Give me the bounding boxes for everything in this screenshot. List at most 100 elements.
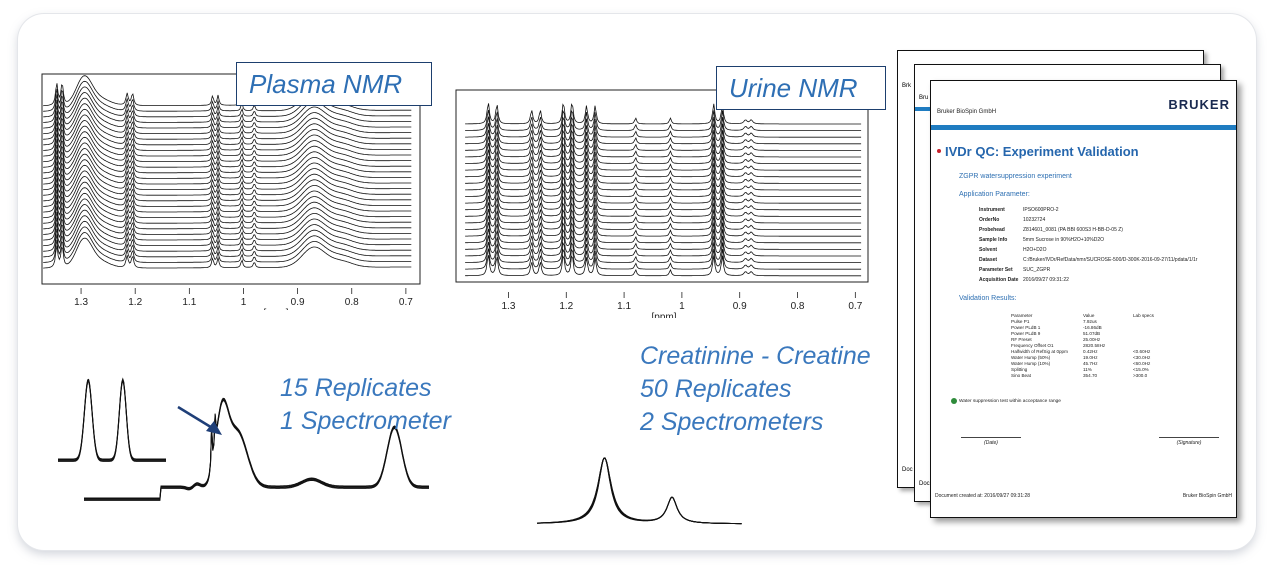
company-header: Bruker BioSpin GmbH [937, 109, 997, 115]
parameter-value: 2016/09/27 09:31:22 [1023, 277, 1069, 283]
parameter-row: Solvent H2O+D2O [979, 245, 1197, 255]
overlay-trace [58, 377, 166, 460]
header-bar [931, 125, 1236, 130]
x-tick-label: 0.9 [291, 297, 305, 308]
spectrum-trace [465, 103, 862, 125]
spectrum-trace [465, 254, 862, 277]
result-cell: 354.70 [1083, 373, 1098, 378]
spectrum-trace [465, 248, 862, 270]
result-row: Sino Beat 354.70 >300.0 [1011, 373, 1173, 379]
result-row: Frequency Offset O1 2820.58Hz [1011, 343, 1173, 349]
qc-report-document: BRUKER Bruker BioSpin GmbH IVDr QC: Expe… [930, 80, 1237, 518]
result-cell: 11% [1083, 367, 1092, 372]
parameter-row: Probehead Z814601_0081 (PA BBI 600S3 H-BB… [979, 225, 1197, 235]
parameter-key: Instrument [979, 207, 1005, 213]
urine-replicates: 50 Replicates [640, 375, 792, 403]
urine-spectra-plot: 1.3 1.2 1.1 1 0.9 0.8 0.7 [ppm] [455, 89, 869, 318]
spectrum-trace [465, 109, 862, 131]
overlay-trace [58, 379, 166, 462]
result-cell: Lab specs [1133, 313, 1154, 318]
spectrum-trace [43, 209, 412, 241]
result-header-row: Parameter Value Lab specs [1011, 313, 1173, 319]
result-cell: >300.0 [1133, 373, 1148, 378]
creatinine-overlay-spectrum [536, 457, 742, 525]
parameter-row: Acquisition Date 2016/09/27 09:31:22 [979, 275, 1197, 285]
result-cell: Pulse P1 [1011, 319, 1030, 324]
spectrum-trace [43, 237, 412, 269]
result-cell: <0.60Hz [1133, 349, 1151, 354]
result-cell: 2820.58Hz [1083, 343, 1106, 348]
result-cell: <60.0Hz [1133, 361, 1151, 366]
spectrum-trace [465, 235, 862, 257]
plasma-replicates: 15 Replicates [280, 374, 432, 402]
overlay-trace [536, 457, 742, 525]
footer-company: Bruker BioSpin GmbH [1182, 493, 1232, 499]
urine-replicates-text: Creatinine - Creatine 50 Replicates 2 Sp… [640, 340, 871, 439]
spectrum-trace [43, 204, 412, 235]
result-cell: Water Hump (50%) [1011, 355, 1051, 360]
x-tick-label: 1.2 [128, 297, 142, 308]
parameter-key: Probehead [979, 227, 1005, 233]
result-cell: Value [1083, 313, 1095, 318]
overlay-trace [537, 457, 742, 525]
validation-heading: Validation Results: [959, 295, 1017, 302]
spectrum-trace [43, 226, 412, 258]
spectrum-trace [43, 159, 412, 191]
report-title: IVDr QC: Experiment Validation [945, 144, 1139, 159]
spectrum-trace [465, 149, 862, 171]
result-cell: -16.86dB [1083, 325, 1102, 330]
spectrum-trace [43, 103, 412, 135]
spectrum-trace [43, 86, 412, 118]
urine-spectrometers: 2 Spectrometers [640, 408, 824, 436]
parameter-key: Solvent [979, 247, 998, 253]
spectrum-trace [43, 192, 412, 224]
spectrum-trace [43, 153, 412, 185]
result-row: Splitting 11% <15.0% [1011, 367, 1173, 373]
overlay-trace [537, 457, 742, 525]
result-cell: Sino Beat [1011, 373, 1031, 378]
spectrum-trace [43, 187, 412, 219]
pointer-arrow-icon [177, 405, 215, 431]
urine-nmr-callout: Urine NMR [716, 66, 886, 110]
arrow-head-icon [206, 421, 222, 435]
parameter-row: Sample Info 5mm Sucrose in 90%H2O+10%D2O [979, 235, 1197, 245]
x-tick-label: 0.8 [791, 301, 805, 312]
result-row: Water Hump (10%) 45.7Hz <60.0Hz [1011, 361, 1173, 367]
spectrum-trace [465, 221, 862, 244]
spectrum-trace [465, 215, 862, 237]
spectrum-trace [43, 125, 412, 157]
x-tick-label: 0.7 [848, 301, 862, 312]
result-cell: 0.42Hz [1083, 349, 1098, 354]
x-tick-label: 0.8 [345, 297, 359, 308]
spectrum-trace [43, 142, 412, 174]
spectrum-trace [465, 169, 862, 191]
acceptance-note: Water suppression test within acceptance… [959, 399, 1061, 404]
x-tick-label: 1 [679, 301, 685, 312]
x-tick-label: 1.3 [502, 301, 516, 312]
bullet-icon [937, 149, 941, 153]
result-cell: Frequency Offset O1 [1011, 343, 1054, 348]
spectrum-trace [43, 220, 412, 252]
result-cell: Water Hump (10%) [1011, 361, 1051, 366]
spectrum-trace [43, 114, 412, 146]
result-cell: <30.0Hz [1133, 355, 1151, 360]
parameter-value: SUC_ZGPR [1023, 267, 1051, 273]
x-tick-label: 0.9 [733, 301, 747, 312]
spectrum-trace [43, 108, 412, 140]
x-tick-label: 1.1 [182, 297, 196, 308]
result-row: Power PLdB 9 51.07dB [1011, 331, 1173, 337]
overlay-trace [58, 378, 166, 461]
overlay-trace [537, 457, 742, 525]
x-tick-label: 1.1 [617, 301, 631, 312]
parameter-value: 5mm Sucrose in 90%H2O+10%D2O [1023, 237, 1105, 243]
spectrum-trace [465, 241, 862, 263]
bruker-logo: BRUKER [1168, 97, 1230, 112]
parameter-list: Instrument IPSO600PRO-2 OrderNo 10232724 Pro… [979, 205, 1197, 285]
plot-frame [455, 89, 869, 283]
spectrum-trace [465, 122, 862, 145]
parameter-row: Instrument IPSO600PRO-2 [979, 205, 1197, 215]
date-line: (Date) [961, 437, 1021, 446]
spectrum-trace [465, 182, 862, 204]
spectrum-trace [43, 232, 412, 263]
x-tick-label: 0.7 [399, 297, 413, 308]
